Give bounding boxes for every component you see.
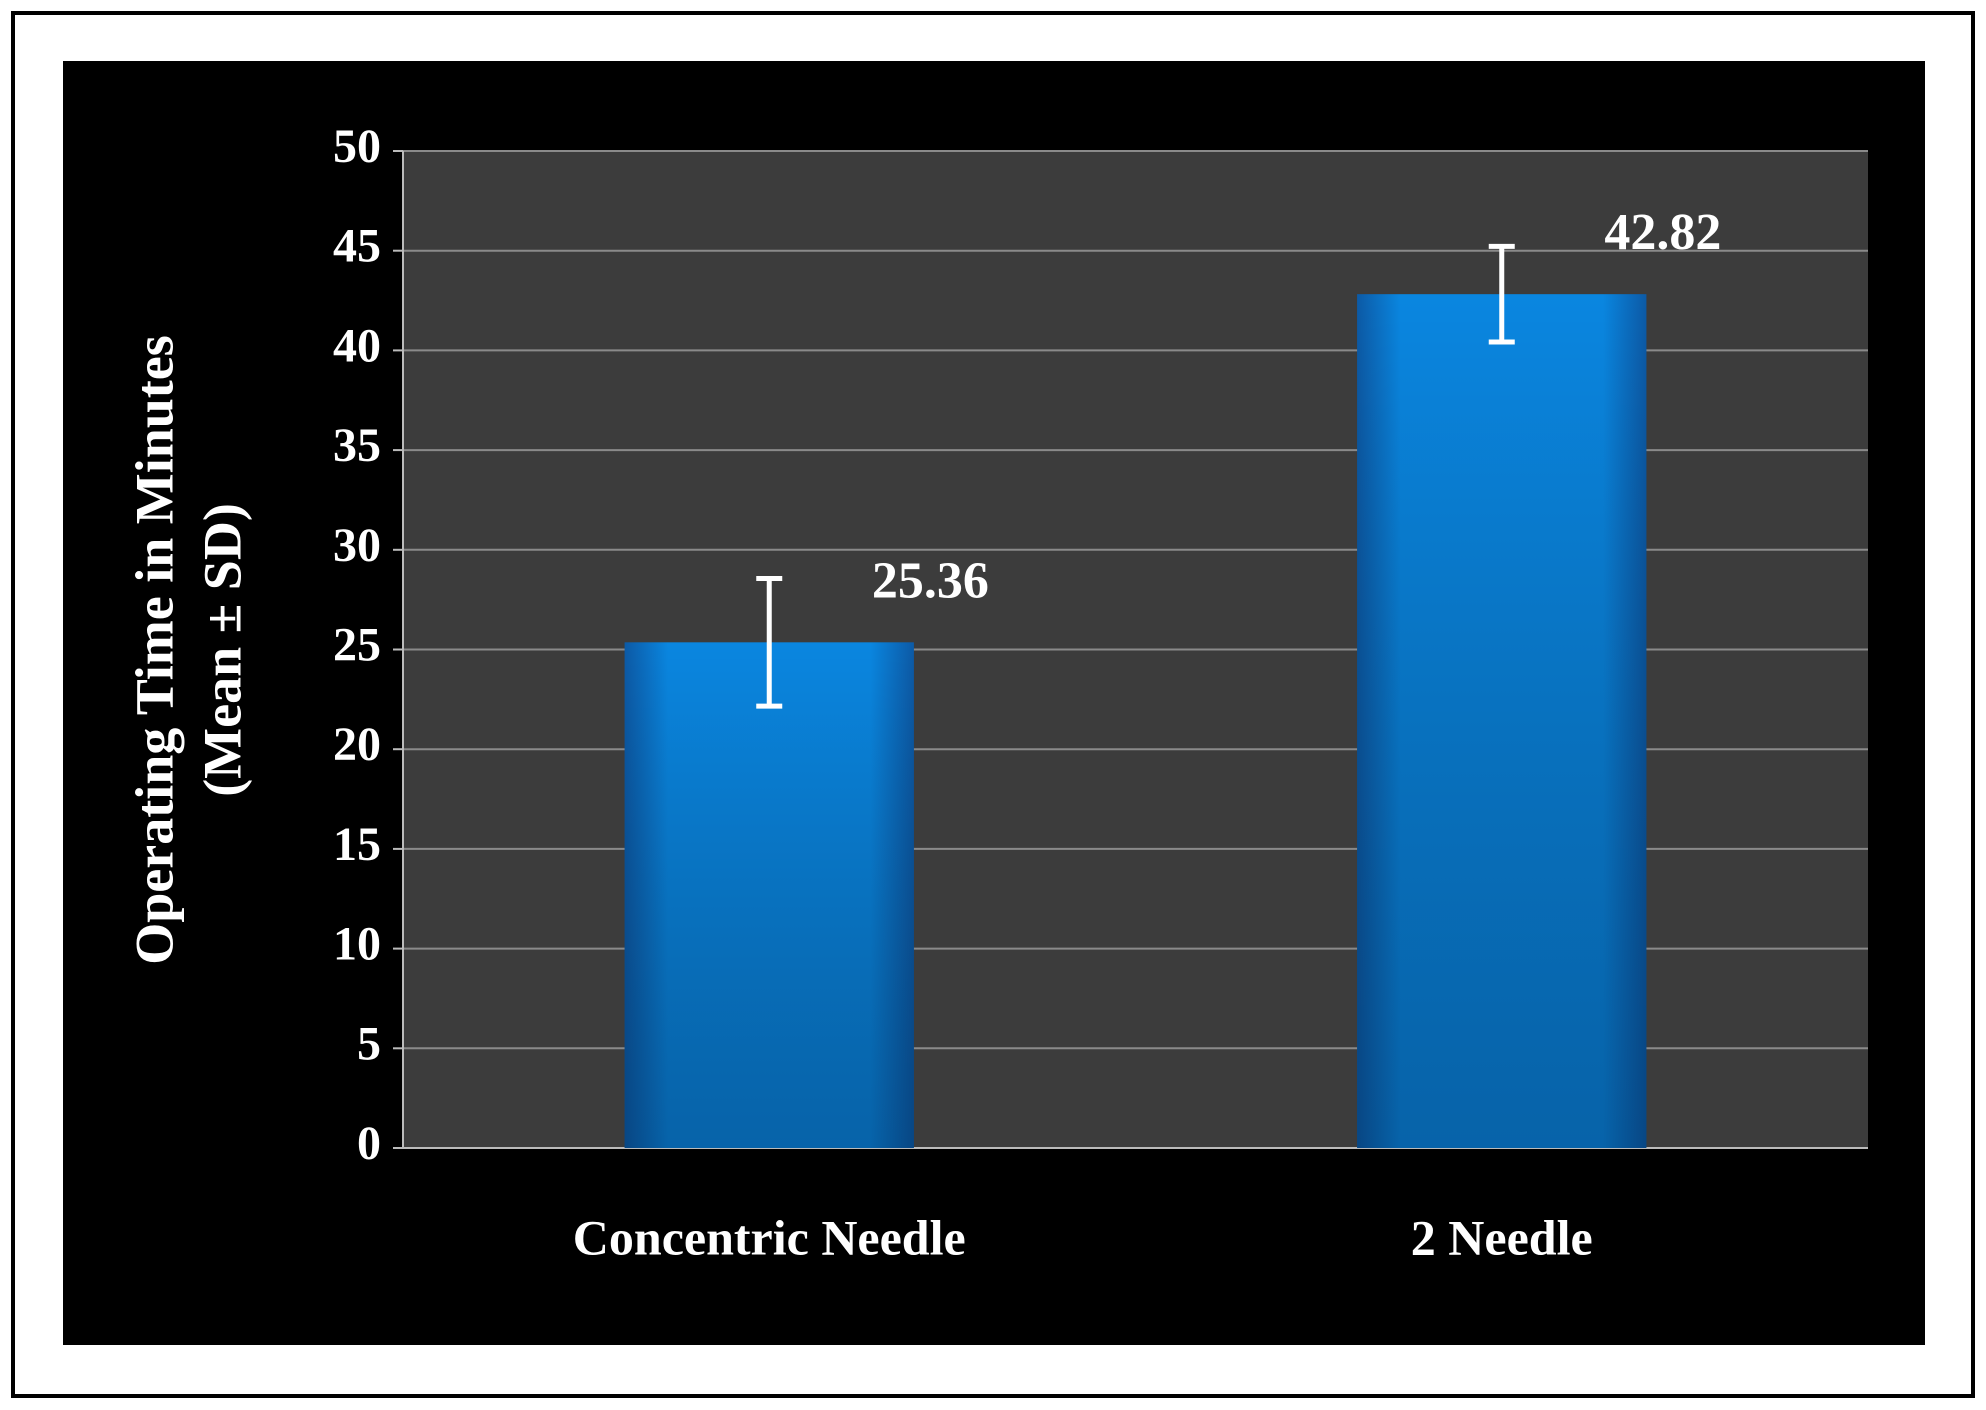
y-axis-label: Operating Time in Minutes <box>124 335 184 965</box>
bar-shade <box>624 642 914 1148</box>
y-tick-label: 20 <box>333 718 381 771</box>
data-label: 42.82 <box>1604 204 1721 261</box>
y-tick-label: 45 <box>333 220 381 273</box>
y-tick-label: 25 <box>333 619 381 672</box>
y-tick-label: 40 <box>333 319 381 372</box>
y-tick-label: 35 <box>333 419 381 472</box>
y-tick-label: 0 <box>357 1117 381 1170</box>
y-tick-label: 50 <box>333 120 381 173</box>
y-axis-label: (Mean ± SD) <box>192 503 252 797</box>
y-tick-label: 10 <box>333 918 381 971</box>
data-label: 25.36 <box>872 552 989 609</box>
y-tick-label: 30 <box>333 519 381 572</box>
x-tick-label: 2 Needle <box>1411 1209 1593 1265</box>
x-tick-label: Concentric Needle <box>573 1209 966 1265</box>
y-tick-label: 15 <box>333 818 381 871</box>
y-tick-label: 5 <box>357 1017 381 1070</box>
bar-shade <box>1357 294 1647 1148</box>
